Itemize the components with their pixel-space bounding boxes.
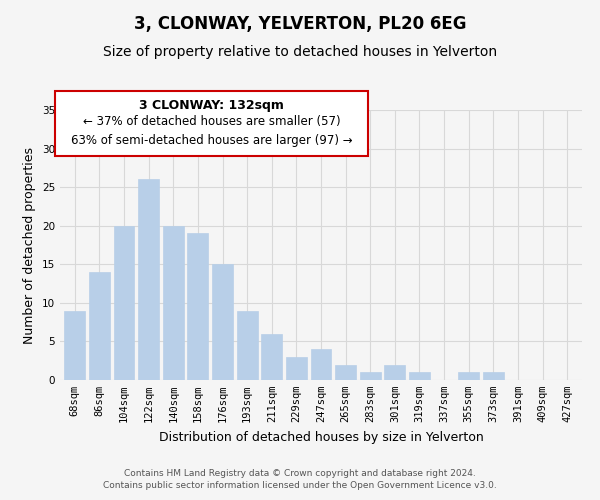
Bar [335, 364, 356, 380]
Bar [113, 226, 134, 380]
Text: 63% of semi-detached houses are larger (97) →: 63% of semi-detached houses are larger (… [71, 134, 352, 147]
Bar [409, 372, 430, 380]
Text: 3, CLONWAY, YELVERTON, PL20 6EG: 3, CLONWAY, YELVERTON, PL20 6EG [134, 15, 466, 33]
FancyBboxPatch shape [55, 91, 368, 156]
Bar [236, 310, 257, 380]
Bar [89, 272, 110, 380]
Bar [458, 372, 479, 380]
Bar [187, 234, 208, 380]
X-axis label: Distribution of detached houses by size in Yelverton: Distribution of detached houses by size … [158, 430, 484, 444]
Y-axis label: Number of detached properties: Number of detached properties [23, 146, 37, 344]
Bar [311, 349, 331, 380]
Text: Size of property relative to detached houses in Yelverton: Size of property relative to detached ho… [103, 45, 497, 59]
Bar [64, 310, 85, 380]
Text: 3 CLONWAY: 132sqm: 3 CLONWAY: 132sqm [139, 99, 284, 112]
Bar [138, 180, 159, 380]
Bar [360, 372, 381, 380]
Bar [286, 357, 307, 380]
Bar [385, 364, 406, 380]
Text: Contains public sector information licensed under the Open Government Licence v3: Contains public sector information licen… [103, 481, 497, 490]
Text: Contains HM Land Registry data © Crown copyright and database right 2024.: Contains HM Land Registry data © Crown c… [124, 468, 476, 477]
Bar [261, 334, 282, 380]
Bar [212, 264, 233, 380]
Bar [483, 372, 504, 380]
Text: ← 37% of detached houses are smaller (57): ← 37% of detached houses are smaller (57… [83, 116, 340, 128]
Bar [163, 226, 184, 380]
